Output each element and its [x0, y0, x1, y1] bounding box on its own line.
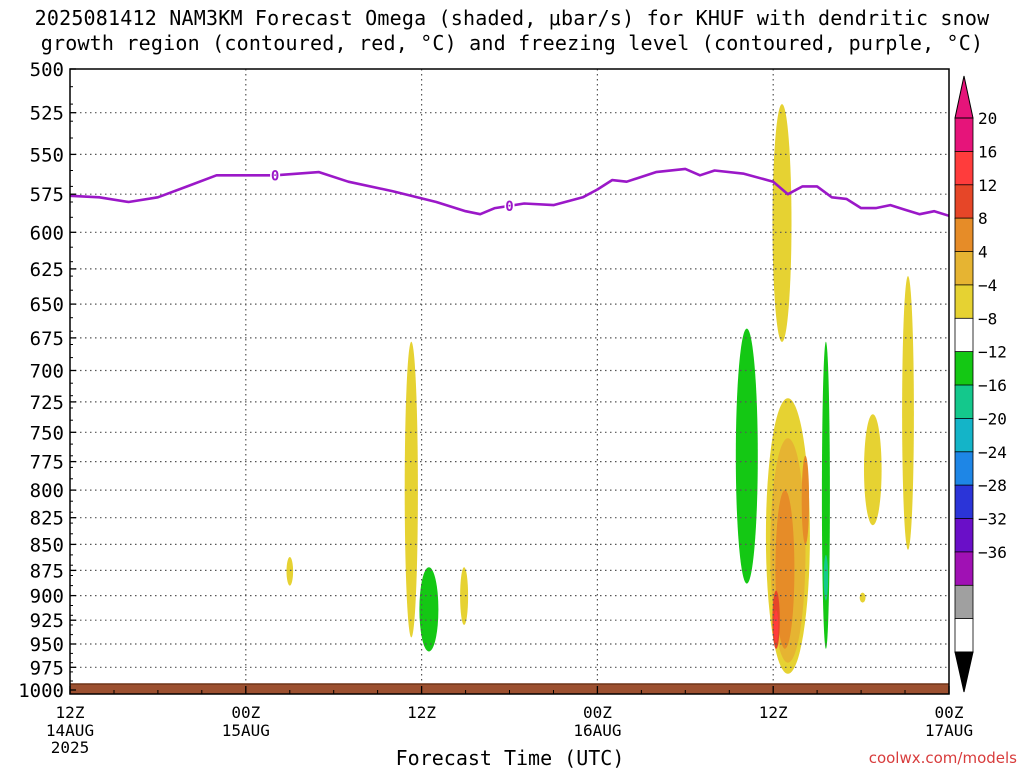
colorbar-segment: [954, 518, 974, 553]
y-tick-label: 950: [30, 634, 64, 656]
colorbar-top-arrow: [954, 75, 974, 119]
ground-band: [70, 684, 949, 694]
colorbar-label: −4: [978, 276, 997, 295]
y-tick-label: 725: [30, 392, 64, 414]
x-tick-label: 00Z: [935, 703, 964, 722]
colorbar-segment: [954, 284, 974, 320]
colorbar-label: −36: [978, 543, 1007, 562]
x-tick-label: 12Z: [56, 703, 85, 722]
x-tick-label: 15AUG: [222, 721, 270, 740]
colorbar-segment: [954, 618, 974, 653]
colorbar-segment: [954, 217, 974, 253]
x-tick-label: 00Z: [583, 703, 612, 722]
omega-region: [864, 414, 882, 526]
colorbar-segment: [954, 417, 974, 453]
colorbar-label: −8: [978, 309, 997, 328]
x-tick-label: 2025: [51, 738, 90, 757]
freezing-level-label: 0: [505, 199, 513, 215]
y-tick-label: 525: [30, 103, 64, 125]
y-axis-pressure: 500 525 550 575 600 625 650 675 700 725 750 775 800 8…: [18, 59, 76, 702]
y-tick-label: 750: [30, 422, 64, 444]
plot-frame: [69, 68, 950, 695]
site-credit: coolwx.com/models: [869, 749, 1017, 767]
y-tick-label: 650: [30, 294, 64, 316]
omega-region: [460, 567, 469, 625]
colorbar-segment: [954, 584, 974, 620]
x-tick-label: 16AUG: [573, 721, 621, 740]
chart-title-line2: growth region (contoured, red, °C) and f…: [40, 31, 984, 55]
x-tick-label: 17AUG: [925, 721, 973, 740]
y-tick-label: 925: [30, 610, 64, 632]
colorbar-label: 16: [978, 142, 997, 161]
freezing-label-bg: [504, 197, 515, 213]
omega-region: [772, 104, 792, 342]
freezing-level-line: [70, 167, 949, 218]
colorbar-segment: [954, 117, 974, 153]
colorbar-legend: 20 16 12 8 4 −4 −8 −12 −16 −20 −24 −28 −32 −36: [954, 75, 1007, 693]
y-tick-label: 800: [30, 480, 64, 502]
omega-region: [419, 567, 439, 652]
freezing-level-layer: 00: [70, 167, 949, 218]
grid-lines: [70, 69, 949, 694]
colorbar-segment: [954, 251, 974, 286]
y-tick-label: 875: [30, 560, 64, 582]
y-tick-label: 675: [30, 328, 64, 350]
y-tick-label: 600: [30, 222, 64, 244]
y-tick-label: 775: [30, 452, 64, 474]
colorbar-segment: [954, 451, 974, 486]
y-tick-label: 975: [30, 657, 64, 679]
omega-region: [859, 592, 866, 603]
colorbar-label: 20: [978, 109, 997, 128]
colorbar-label: −12: [978, 343, 1007, 362]
y-tick-label: 625: [30, 259, 64, 281]
colorbar-segment: [954, 184, 974, 220]
colorbar-label: −24: [978, 443, 1007, 462]
colorbar-segment: [954, 384, 974, 420]
chart-title: 2025081412 NAM3KM Forecast Omega (shaded…: [0, 6, 1024, 56]
colorbar-segment: [954, 484, 974, 520]
colorbar-label: 8: [978, 209, 988, 228]
omega-region: [735, 328, 758, 584]
colorbar-bottom-arrow: [954, 651, 974, 693]
y-tick-label: 900: [30, 586, 64, 608]
omega-region: [286, 557, 294, 586]
colorbar-label: −16: [978, 376, 1007, 395]
omega-region: [902, 276, 914, 550]
freezing-label-bg: [270, 167, 281, 183]
omega-region: [775, 490, 795, 649]
colorbar-segment: [954, 317, 974, 353]
y-tick-label: 500: [30, 59, 64, 81]
chart-title-line1: 2025081412 NAM3KM Forecast Omega (shaded…: [34, 6, 990, 30]
omega-shading-layer: [286, 104, 914, 674]
omega-region: [821, 341, 830, 649]
colorbar-label: −32: [978, 510, 1007, 529]
colorbar-label: 4: [978, 243, 988, 262]
colorbar-label: −20: [978, 409, 1007, 428]
x-tick-label: 12Z: [759, 703, 788, 722]
ground-terrain-layer: [70, 683, 949, 694]
x-tick-label: 14AUG: [46, 721, 94, 740]
y-tick-label: 550: [30, 144, 64, 166]
colorbar-segment: [954, 551, 974, 587]
y-tick-label: 825: [30, 508, 64, 530]
colorbar-label: 12: [978, 176, 997, 195]
x-axis-label: Forecast Time (UTC): [396, 746, 625, 768]
freezing-level-label: 0: [271, 168, 279, 184]
y-tick-label: 700: [30, 361, 64, 383]
colorbar-label: −28: [978, 476, 1007, 495]
omega-region: [773, 610, 779, 643]
x-tick-label: 00Z: [231, 703, 260, 722]
y-tick-label: 1000: [18, 680, 64, 702]
colorbar-segment: [954, 150, 974, 186]
colorbar-segment: [954, 351, 974, 386]
omega-region: [801, 455, 810, 545]
omega-region: [823, 554, 829, 601]
y-tick-label: 850: [30, 534, 64, 556]
y-tick-label: 575: [30, 184, 64, 206]
x-tick-label: 12Z: [407, 703, 436, 722]
